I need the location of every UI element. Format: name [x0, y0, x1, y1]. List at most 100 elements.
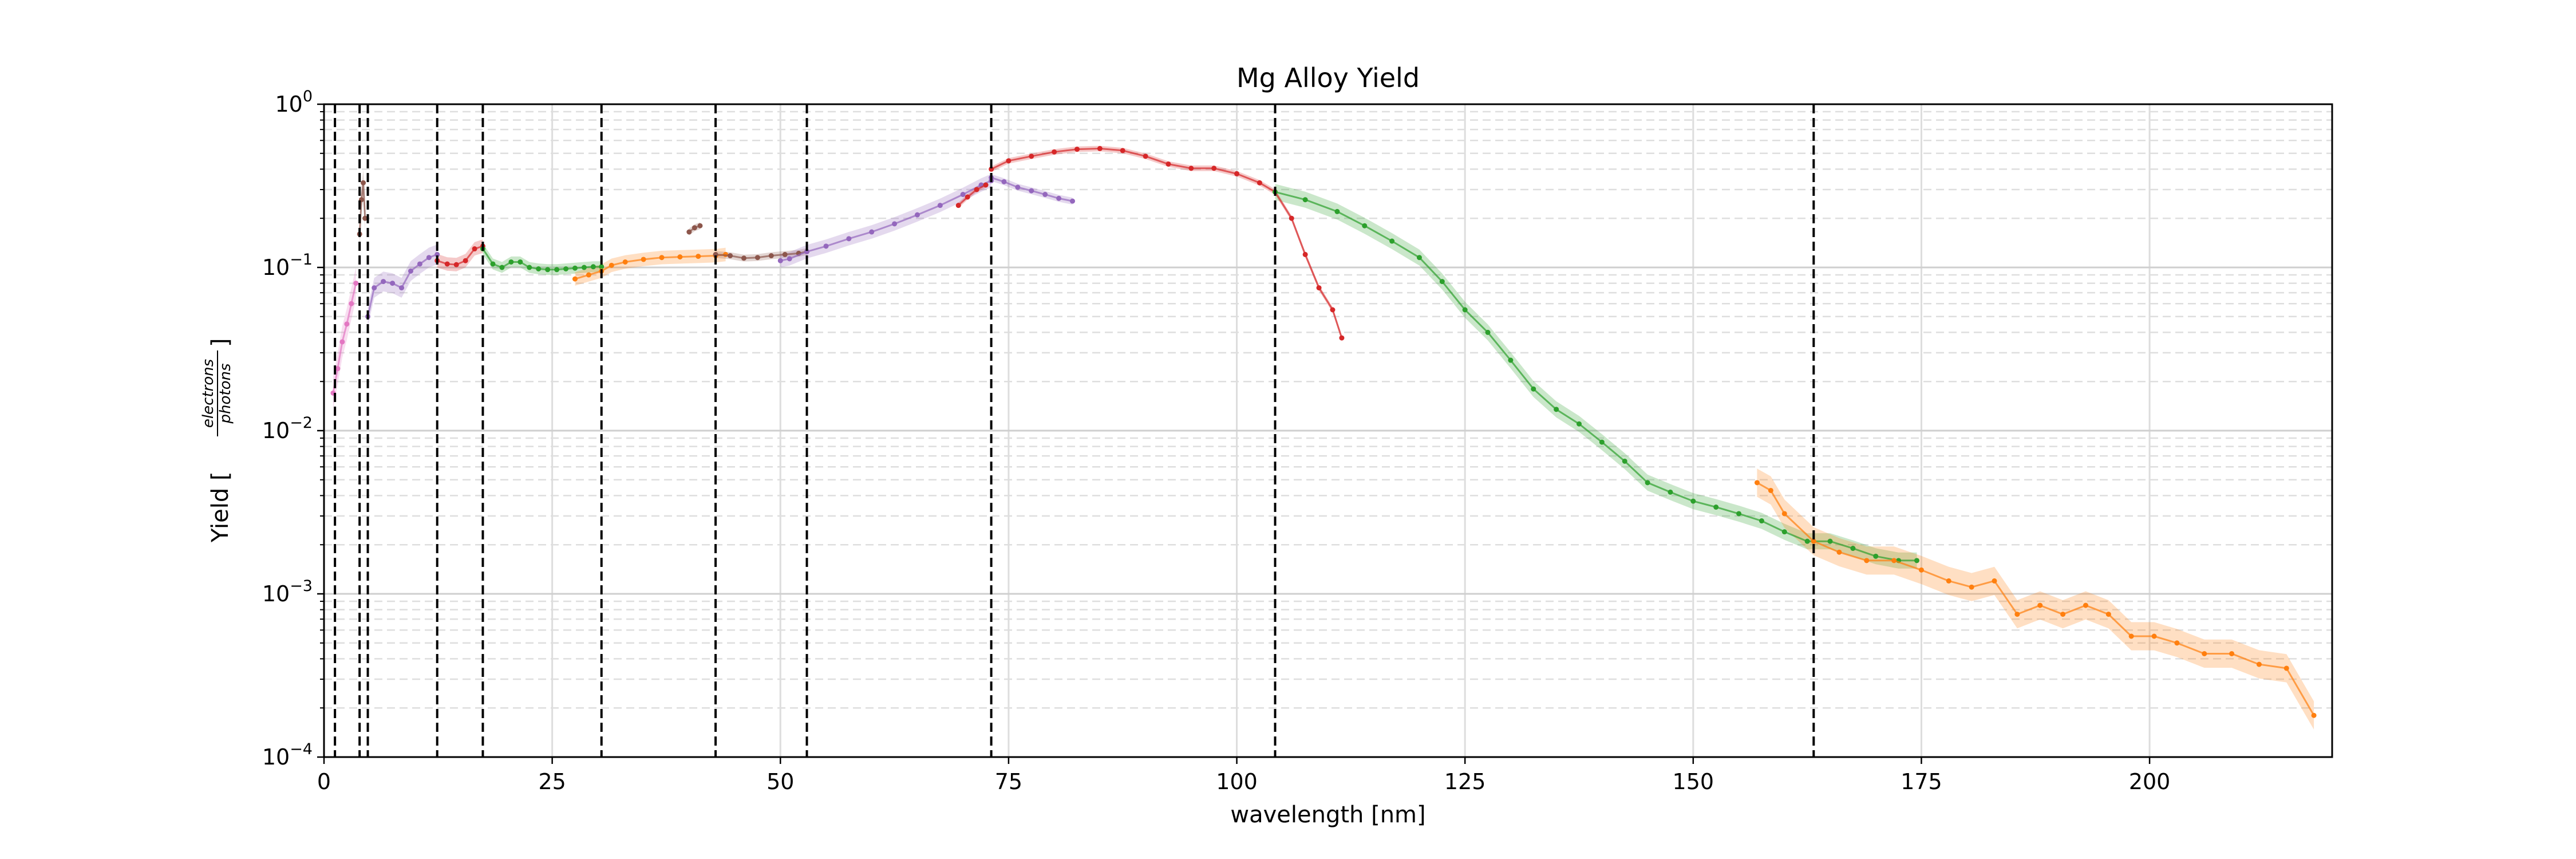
series-13-point — [1811, 538, 1816, 544]
series-13-point — [1768, 487, 1773, 493]
series-13-point — [2229, 651, 2235, 656]
series-2-point — [434, 251, 440, 257]
series-8-point — [787, 256, 792, 262]
series-8-point — [914, 212, 920, 218]
series-8-point — [937, 203, 943, 208]
grid-lines — [324, 104, 2332, 757]
series-9-point — [1029, 188, 1034, 194]
series-4-point — [599, 264, 605, 270]
series-6-point — [697, 223, 703, 228]
series-12-point — [1362, 223, 1368, 228]
series-11-point — [1074, 147, 1080, 152]
series-13-point — [2311, 712, 2317, 718]
series-12-point — [1759, 518, 1764, 524]
series-12-point — [1645, 480, 1650, 486]
series-11-point — [1257, 180, 1262, 186]
y-tick-label: 10−3 — [262, 577, 313, 606]
series-13-point — [1754, 480, 1760, 486]
series-5-point — [696, 254, 701, 259]
series-13-point — [1891, 558, 1897, 564]
series-12-band — [1275, 184, 1917, 569]
series-2-point — [417, 261, 422, 267]
series-12-point — [1531, 386, 1536, 392]
series-4-band — [483, 243, 602, 275]
series-8-point — [846, 236, 852, 242]
series-12-point — [1622, 458, 1627, 464]
series-8-point — [777, 258, 783, 263]
series-8-point — [804, 249, 810, 254]
x-tick-label: 125 — [1444, 769, 1486, 794]
series-9-point — [1001, 179, 1007, 184]
series-6-point — [686, 229, 692, 235]
x-tick-label: 75 — [995, 769, 1022, 794]
series-11-point — [1289, 215, 1294, 221]
series-0-point — [344, 321, 350, 327]
series-12-point — [1599, 439, 1605, 445]
series-11-point — [1029, 153, 1034, 159]
y-tick-label: 10−4 — [262, 740, 313, 770]
series-12-point — [1416, 255, 1422, 261]
series-12-point — [1554, 407, 1559, 412]
series-3-point — [444, 261, 450, 267]
series-10-point — [955, 203, 961, 208]
series-13-point — [1946, 578, 1951, 584]
series-2-point — [372, 285, 377, 291]
series-13-point — [1992, 578, 1997, 584]
series-13-point — [2105, 612, 2111, 617]
data-series — [330, 145, 2317, 718]
x-tick-label: 200 — [2129, 769, 2171, 794]
y-axis-label-prefix: Yield [ — [207, 471, 234, 543]
series-12-point — [1804, 538, 1810, 544]
series-12-point — [1462, 307, 1468, 313]
series-5-point — [609, 262, 614, 268]
series-12-point — [1485, 329, 1491, 335]
series-4-point — [572, 265, 578, 271]
series-4-point — [536, 266, 542, 272]
series-9-point — [1015, 184, 1021, 190]
y-tick-label: 100 — [275, 88, 313, 117]
x-tick-label: 100 — [1216, 769, 1258, 794]
series-4-point — [563, 266, 569, 272]
series-8-point — [823, 243, 829, 249]
y-axis-label-numerator: electrons — [200, 359, 217, 428]
series-11-point — [1143, 153, 1148, 159]
series-12-point — [1827, 538, 1833, 544]
series-12-point — [1736, 511, 1742, 517]
series-5-point — [586, 272, 591, 278]
series-3-point — [463, 258, 468, 263]
series-4-point — [499, 265, 505, 270]
series-8-point — [869, 229, 875, 235]
series-9-point — [1042, 192, 1048, 198]
series-11-point — [1052, 149, 1057, 155]
series-11-point — [1316, 285, 1322, 291]
series-7-point — [713, 251, 718, 257]
series-0-point — [335, 366, 341, 372]
series-13-point — [2151, 633, 2157, 639]
x-tick-label: 50 — [767, 769, 794, 794]
series-4-point — [581, 265, 587, 270]
series-12-point — [1334, 208, 1340, 214]
series-4-point — [490, 261, 496, 267]
series-0-point — [353, 281, 359, 286]
series-8-point — [892, 221, 898, 227]
series-0-line — [332, 283, 357, 393]
series-10-point — [965, 194, 970, 200]
series-0-point — [339, 339, 345, 345]
series-13-point — [2256, 661, 2262, 667]
series-12-point — [1690, 498, 1696, 504]
series-11-point — [1234, 171, 1240, 176]
series-7-point — [768, 253, 774, 259]
series-5-point — [572, 276, 578, 282]
series-10-line — [958, 184, 986, 206]
series-6-point — [692, 225, 697, 231]
series-3-point — [453, 262, 459, 267]
series-7-point — [782, 251, 788, 257]
x-tick-label: 150 — [1673, 769, 1714, 794]
series-7-point — [728, 253, 733, 259]
series-5-point — [641, 257, 646, 262]
series-11-point — [1165, 161, 1171, 167]
series-13-point — [2128, 633, 2134, 639]
axis-ticks: 0 25 50 75 100 125 150 175 200 10−4 10−3 10−2 10−1 10… — [262, 88, 2171, 794]
series-4-point — [527, 265, 532, 270]
